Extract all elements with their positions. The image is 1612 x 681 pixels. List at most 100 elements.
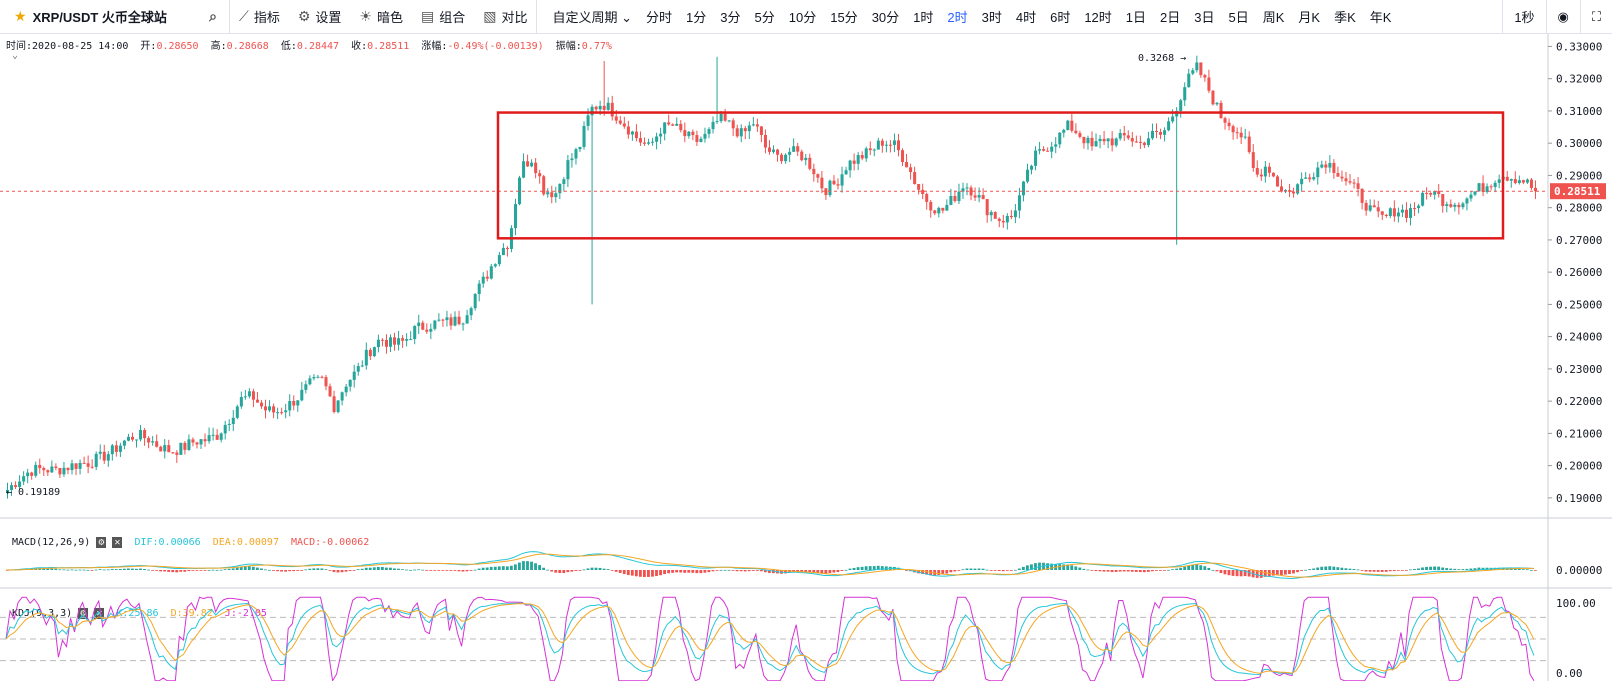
candle-body (1219, 102, 1223, 119)
macd-close-icon[interactable]: ✕ (112, 537, 123, 548)
macd-bar (1223, 570, 1227, 575)
period-button[interactable]: 2日 (1160, 10, 1181, 25)
macd-bar (1296, 570, 1299, 573)
period-button[interactable]: 年K (1369, 10, 1392, 25)
macd-bar (1364, 570, 1368, 572)
candle-body (1078, 133, 1082, 137)
period-button[interactable]: 周K (1262, 10, 1285, 25)
star-icon[interactable]: ★ (14, 8, 27, 24)
custom-period-dropdown[interactable]: 自定义周期 ⌄ (545, 7, 639, 26)
candle-body (836, 184, 840, 186)
settings-button[interactable]: ⚙ 设置 (289, 0, 351, 33)
candle-body (10, 485, 14, 490)
dark-mode-button[interactable]: ☀ 暗色 (350, 0, 412, 33)
symbol-selector[interactable]: ★ XRP/USDT 火币全球站 ⌕ (0, 0, 230, 33)
period-button[interactable]: 6时 (1050, 10, 1071, 25)
macd-bar (139, 568, 142, 570)
period-button[interactable]: 10分 (788, 10, 817, 25)
candle-body (122, 440, 126, 446)
refresh-rate[interactable]: 1秒 (1502, 0, 1545, 33)
macd-bar (74, 569, 78, 571)
candle-body (1429, 192, 1433, 195)
period-button[interactable]: 1日 (1125, 10, 1147, 25)
period-button[interactable]: 2时 (947, 10, 968, 25)
period-button[interactable]: 5日 (1228, 10, 1249, 25)
candle-body (1533, 187, 1537, 192)
macd-value: MACD:-0.00062 (291, 537, 370, 548)
period-button[interactable]: 1时 (913, 10, 934, 25)
combo-button[interactable]: ▤ 组合 (412, 0, 474, 33)
macd-bar (143, 568, 146, 570)
macd-bar (50, 568, 54, 570)
collapse-legend-icon[interactable]: ⌄ (12, 50, 19, 61)
candle-body (171, 452, 175, 454)
candle-body (937, 207, 941, 214)
macd-bar (1400, 570, 1404, 571)
macd-bar (1356, 569, 1360, 571)
candle-body (570, 158, 574, 161)
macd-settings-icon[interactable]: ⚙ (96, 537, 107, 548)
macd-bar (727, 569, 731, 571)
candle-body (1529, 179, 1533, 188)
candle-body (1461, 203, 1465, 208)
period-button[interactable]: 5分 (754, 10, 775, 25)
macd-bar (957, 570, 961, 571)
period-button[interactable]: 3时 (981, 10, 1002, 25)
macd-bar (610, 570, 614, 571)
price-tick-label: 0.20000 (1556, 460, 1602, 473)
candle-body (949, 195, 953, 205)
indicator-button[interactable]: ⟋ 指标 (230, 0, 289, 33)
candle-body (1332, 162, 1336, 174)
macd-bar (949, 570, 953, 573)
camera-icon[interactable]: ◉ (1545, 0, 1580, 33)
macd-bar (54, 568, 58, 570)
chart-canvas[interactable]: 0.33000 0.32000 0.31000 0.30000 0.29000 0.280… (0, 34, 1612, 681)
macd-bar (1404, 570, 1408, 571)
macd-bar (671, 570, 675, 573)
period-button[interactable]: 分时 (646, 10, 673, 25)
macd-bar (94, 569, 98, 571)
period-button[interactable]: 3日 (1194, 10, 1215, 25)
period-button[interactable]: 3分 (720, 10, 741, 25)
candle-body (1413, 208, 1417, 210)
candle-body (1187, 73, 1191, 88)
period-button[interactable]: 月K (1298, 10, 1321, 25)
candle-body (1457, 204, 1461, 208)
macd-bar (1413, 568, 1416, 570)
kdj-tick-label: 100.00 (1556, 597, 1596, 610)
candle-body (993, 212, 997, 219)
macd-bar (578, 570, 582, 571)
macd-bar (1142, 570, 1146, 573)
compare-button[interactable]: ▧ 对比 (474, 0, 536, 33)
macd-bar (598, 567, 602, 570)
macd-bar (1243, 570, 1247, 577)
macd-bar (804, 570, 808, 572)
period-button[interactable]: 1分 (686, 10, 707, 25)
macd-bar (364, 567, 368, 570)
candle-body (449, 317, 453, 326)
macd-bar (534, 563, 537, 570)
fullscreen-icon[interactable]: ⛶ (1579, 0, 1612, 33)
macd-bar (191, 570, 195, 571)
candle-body (393, 337, 397, 345)
candle-body (679, 123, 683, 131)
period-button[interactable]: 4时 (1015, 10, 1037, 25)
period-button[interactable]: 季K (1334, 10, 1356, 25)
macd-bar (1473, 568, 1477, 570)
candle-body (54, 466, 58, 468)
candle-body (376, 339, 380, 348)
candle-body (546, 192, 550, 195)
candle-body (1070, 120, 1074, 131)
period-button[interactable]: 30分 (871, 10, 900, 25)
candle-body (344, 386, 348, 393)
candle-body (300, 389, 304, 401)
search-icon[interactable]: ⌕ (209, 8, 217, 24)
candle-body (272, 406, 276, 413)
period-button[interactable]: 15分 (830, 10, 858, 25)
candle-body (598, 105, 602, 110)
kdj-settings-icon[interactable]: ⚙ (78, 608, 89, 619)
macd-bar (175, 570, 179, 573)
macd-bar (171, 570, 175, 573)
candle-body (1300, 178, 1304, 185)
period-button[interactable]: 12时 (1084, 10, 1112, 25)
